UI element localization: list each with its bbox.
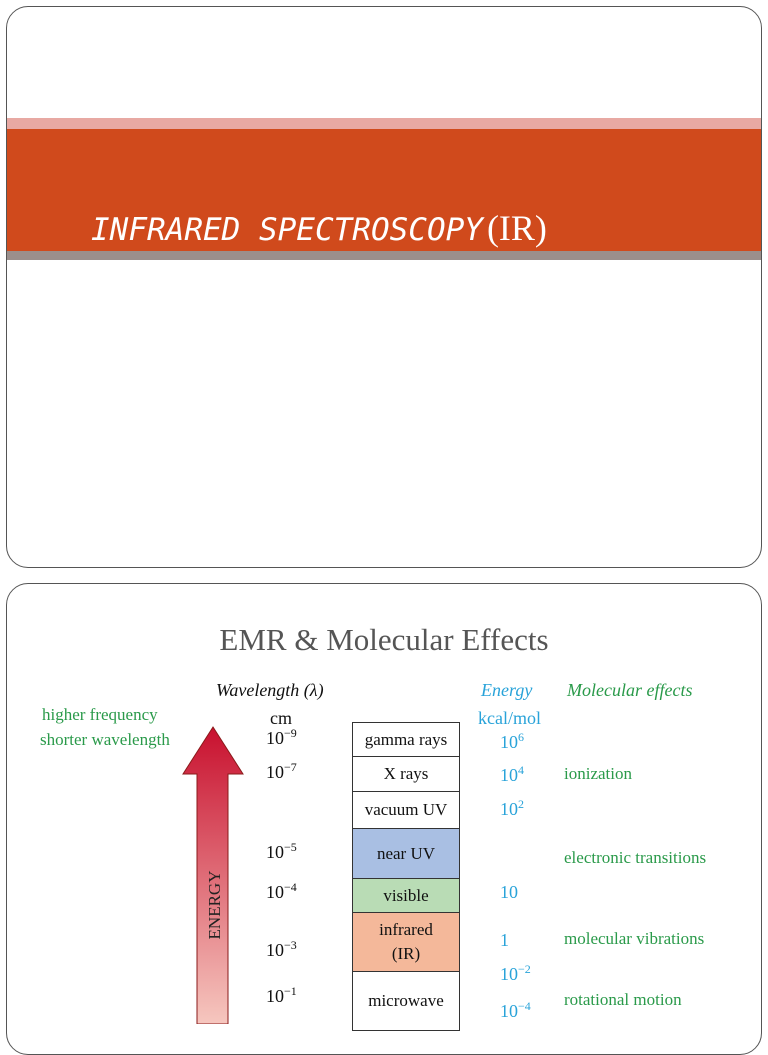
exponent: −5	[284, 840, 297, 854]
note-line: higher frequency	[42, 705, 158, 724]
wavelength-header: Wavelength (λ)	[216, 680, 324, 700]
exponent: 6	[518, 730, 524, 744]
wavelength: 10−9	[266, 726, 297, 749]
band: vacuum UV	[352, 791, 460, 829]
band: X rays	[352, 756, 460, 792]
band-grey	[7, 251, 761, 260]
energy-header: Energy	[481, 680, 533, 700]
band: near UV	[352, 828, 460, 879]
slide-title: EMR & Molecular Effects	[219, 622, 549, 657]
wavelength: 10−7	[266, 760, 297, 783]
wavelength: 10−3	[266, 938, 297, 961]
slide-1: INFRARED SPECTROSCOPY (IR)	[6, 6, 762, 568]
base: 10	[266, 882, 284, 902]
base: 10	[266, 728, 284, 748]
title-main: INFRARED SPECTROSCOPY	[91, 212, 483, 248]
band-label: (IR)	[391, 944, 421, 963]
band: infrared (IR)	[352, 912, 460, 972]
effects-header: Molecular effects	[567, 680, 693, 700]
title-suffix: (IR)	[486, 208, 547, 248]
band-label: near UV	[376, 843, 436, 863]
energy: 104	[500, 763, 524, 786]
exponent: −7	[284, 760, 297, 774]
band-label: microwave	[368, 991, 444, 1010]
exponent: −4	[518, 999, 531, 1013]
base: 10	[500, 882, 518, 902]
band-orange	[7, 129, 761, 251]
base: 10	[500, 964, 518, 984]
effect: rotational motion	[564, 990, 682, 1009]
band: microwave	[352, 971, 460, 1031]
base: 10	[266, 940, 284, 960]
slide-title: INFRARED SPECTROSCOPY (IR)	[91, 207, 547, 249]
energy: 106	[500, 730, 524, 753]
arrow-label: ENERGY	[205, 871, 224, 940]
band-label: gamma rays	[364, 729, 448, 749]
exponent: −1	[284, 984, 297, 998]
energy: 10	[500, 882, 518, 903]
arrow-shape	[182, 726, 244, 1024]
base: 1	[500, 930, 509, 950]
energy: 10−4	[500, 999, 531, 1022]
energy: 102	[500, 797, 524, 820]
wavelength-unit: cm	[270, 708, 292, 728]
exponent: −9	[284, 726, 297, 740]
effect: electronic transitions	[564, 848, 707, 867]
band: visible	[352, 878, 460, 913]
band-pink	[7, 118, 761, 129]
base: 10	[266, 762, 284, 782]
energy-unit: kcal/mol	[478, 708, 541, 728]
wavelength: 10−4	[266, 880, 297, 903]
base: 10	[266, 842, 284, 862]
base: 10	[500, 1001, 518, 1021]
effect: ionization	[564, 764, 632, 783]
band-label: vacuum UV	[364, 800, 448, 819]
effect: molecular vibrations	[564, 929, 705, 948]
base: 10	[500, 799, 518, 819]
exponent: 2	[518, 797, 524, 811]
base: 10	[266, 986, 284, 1006]
exponent: −2	[518, 962, 531, 976]
base: 10	[500, 732, 518, 752]
note-line: shorter wavelength	[40, 730, 170, 749]
exponent: −4	[284, 880, 297, 894]
energy: 1	[500, 930, 509, 951]
page: INFRARED SPECTROSCOPY (IR) EMR & Molecul…	[6, 6, 762, 1055]
wavelength: 10−5	[266, 840, 297, 863]
band-label: infrared	[379, 920, 433, 939]
band-label: visible	[383, 885, 429, 905]
exponent: −3	[284, 938, 297, 952]
energy: 10−2	[500, 962, 531, 985]
energy-arrow: ENERGY	[182, 726, 244, 1024]
band: gamma rays	[352, 722, 460, 757]
wavelength: 10−1	[266, 984, 297, 1007]
base: 10	[500, 765, 518, 785]
exponent: 4	[518, 763, 524, 777]
band-label: X rays	[383, 764, 429, 783]
